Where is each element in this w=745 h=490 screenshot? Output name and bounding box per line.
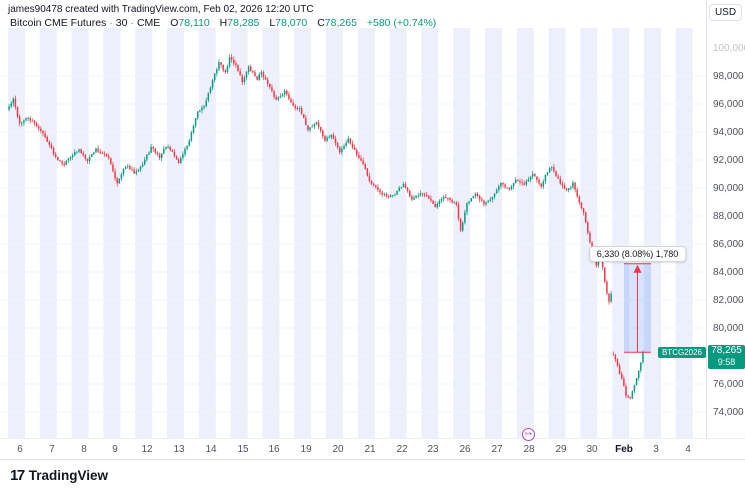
symbol-legend[interactable]: Bitcoin CME Futures · 30 · CME O78,110 H78,2…	[10, 17, 436, 29]
time-tick-label: 13	[173, 444, 185, 455]
time-tick-label: 15	[237, 444, 249, 455]
time-tick-label: Feb	[615, 444, 633, 455]
time-tick-label: 28	[523, 444, 535, 455]
time-tick-label: 14	[205, 444, 217, 455]
snapshot-watermark: james90478 created with TradingView.com,…	[8, 4, 314, 15]
last-price-label: 78,265 9:58	[708, 345, 745, 369]
open-label: O	[170, 17, 179, 29]
last-price-value: 78,265	[711, 345, 742, 356]
currency-toggle-button[interactable]: USD	[709, 4, 742, 21]
low-value: 78,070	[275, 17, 308, 29]
high-label: H	[219, 17, 228, 29]
change-value: +580 (+0.74%)	[366, 17, 437, 29]
time-tick-label: 22	[396, 444, 408, 455]
symbol-name[interactable]: Bitcoin CME Futures	[10, 17, 107, 29]
contract-rollover-icon[interactable]: ↦	[522, 428, 535, 441]
time-axis[interactable]: 6 7 8 9 12 13 14 15 16 19 20 21 22 23 26 27 28 29 30 Feb 3 4	[0, 438, 745, 459]
time-tick-label: 19	[300, 444, 312, 455]
time-tick-label: 9	[112, 444, 118, 455]
time-tick-label: 21	[364, 444, 376, 455]
tradingview-brand-text: TradingView	[28, 468, 108, 483]
time-tick-label: 12	[141, 444, 153, 455]
exchange-name: CME	[136, 17, 161, 29]
high-value: 78,285	[227, 17, 260, 29]
price-tick-label: 96,000	[713, 99, 744, 110]
price-range-tooltip: 6,330 (8.08%) 1,780	[588, 245, 687, 262]
open-value: 78,110	[178, 17, 210, 29]
time-tick-label: 4	[685, 444, 691, 455]
bar-countdown: 9:58	[717, 357, 736, 367]
time-tick-label: 6	[17, 444, 23, 455]
time-tick-label: 16	[268, 444, 280, 455]
time-tick-label: 27	[491, 444, 503, 455]
legend-separator: ·	[130, 17, 134, 29]
price-tick-label: 86,000	[713, 239, 744, 250]
price-tick-label: 98,000	[713, 71, 744, 82]
time-tick-label: 8	[81, 444, 87, 455]
time-tick-label: 30	[586, 444, 598, 455]
price-tick-label: 100,000	[713, 43, 745, 54]
price-tick-label: 82,000	[713, 295, 744, 306]
time-tick-label: 26	[459, 444, 471, 455]
price-tick-label: 84,000	[713, 267, 744, 278]
candlestick-chart	[0, 28, 706, 438]
time-tick-label: 3	[653, 444, 659, 455]
tradingview-logo[interactable]: 17 TradingView	[10, 467, 108, 484]
close-value: 78,265	[324, 17, 357, 29]
time-tick-label: 23	[427, 444, 439, 455]
time-tick-label: 20	[332, 444, 344, 455]
time-tick-label: 7	[49, 444, 55, 455]
interval-value[interactable]: 30	[115, 17, 128, 29]
price-tick-label: 94,000	[713, 127, 744, 138]
price-tick-label: 88,000	[713, 211, 744, 222]
footer-bar: 17 TradingView	[0, 459, 745, 490]
price-tick-label: 80,000	[713, 323, 744, 334]
chart-pane[interactable]: james90478 created with TradingView.com,…	[0, 0, 706, 438]
legend-separator: ·	[109, 17, 113, 29]
close-label: C	[317, 17, 325, 29]
price-tick-label: 76,000	[713, 379, 744, 390]
tradingview-logo-icon: 17	[10, 467, 25, 484]
price-tick-label: 92,000	[713, 155, 744, 166]
low-label: L	[269, 17, 276, 29]
price-tick-label: 90,000	[713, 183, 744, 194]
time-tick-label: 29	[555, 444, 567, 455]
price-axis[interactable]: USD 100,000 98,000 96,000 94,000 92,000 90,00…	[706, 0, 745, 438]
contract-name-tag: BTCG2026	[657, 347, 706, 358]
price-tick-label: 74,000	[713, 407, 744, 418]
